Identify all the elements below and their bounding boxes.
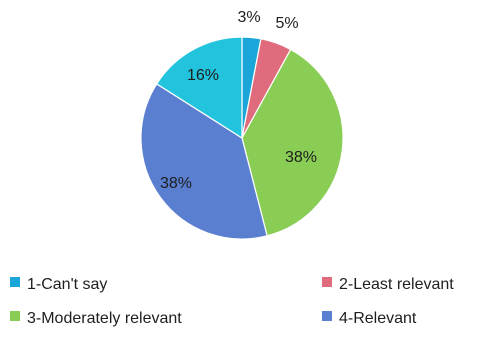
chart-legend: 1-Can't say 2-Least relevant 3-Moderately … — [10, 276, 454, 327]
slice-cant-say-label: 3% — [237, 9, 260, 26]
pie-slices — [140, 36, 344, 240]
legend-swatch-2 — [322, 277, 332, 287]
legend-label-1: 1-Can't say — [27, 276, 107, 293]
pie-slice-labels: 3% 5% 38% 38% 16% — [160, 9, 317, 192]
slice-moderately-relevant-label: 38% — [285, 149, 317, 166]
slice-relevant-label: 38% — [160, 175, 192, 192]
legend-label-4: 4-Relevant — [339, 310, 417, 327]
slice-unlabeled-16 — [155, 36, 243, 140]
slice-relevant — [140, 83, 268, 240]
legend-label-2: 2-Least relevant — [339, 276, 454, 293]
legend-label-3: 3-Moderately relevant — [27, 310, 182, 327]
slice-moderately-relevant — [241, 48, 344, 237]
slice-unlabeled-16-label: 16% — [187, 67, 219, 84]
slice-least-relevant-label: 5% — [275, 15, 298, 32]
legend-swatch-4 — [322, 311, 332, 321]
legend-swatch-3 — [10, 311, 20, 321]
legend-swatch-1 — [10, 277, 20, 287]
